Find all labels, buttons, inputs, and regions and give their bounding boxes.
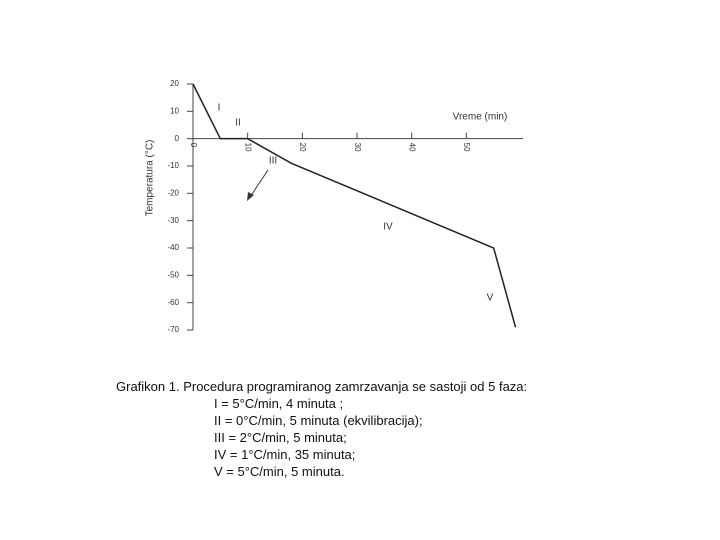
phase-label: V [487, 293, 494, 304]
y-tick-label: -40 [167, 243, 179, 252]
y-tick-label: 0 [175, 134, 180, 143]
y-tick-label: 10 [170, 106, 179, 115]
caption: Grafikon 1. Procedura programiranog zamr… [116, 378, 527, 480]
x-tick-label: 0 [189, 143, 198, 148]
y-tick-label: -50 [167, 270, 179, 279]
y-tick-label: 20 [170, 79, 179, 88]
caption-line: I = 5°C/min, 4 minuta ; [214, 396, 344, 411]
y-tick-label: -10 [167, 161, 179, 170]
y-tick-label: -70 [167, 325, 179, 334]
y-axis-label: Temperatura (°C) [145, 140, 156, 217]
caption-title: Grafikon 1. Procedura programiranog zamr… [116, 379, 528, 394]
caption-line: V = 5°C/min, 5 minuta. [214, 464, 345, 479]
phase-label: IV [383, 222, 393, 233]
caption-line: II = 0°C/min, 5 minuta (ekvilibracija); [214, 413, 423, 428]
chart: Vreme (min) Temperatura (°C) 20 10 0 -10 -20… [145, 79, 523, 334]
temperature-line [192, 83, 517, 328]
x-tick-label: 20 [298, 143, 307, 152]
x-tick-label: 50 [462, 143, 471, 152]
y-tick-label: -30 [167, 216, 179, 225]
caption-line: III = 2°C/min, 5 minuta; [214, 430, 347, 445]
x-tick-label: 10 [244, 143, 253, 152]
caption-line: IV = 1°C/min, 35 minuta; [214, 447, 356, 462]
arrow-head [247, 192, 254, 201]
x-tick-label: 30 [353, 143, 362, 152]
phase-label: III [269, 156, 277, 167]
x-axis-label: Vreme (min) [453, 112, 508, 123]
phase-label: I [218, 103, 221, 114]
phase-label: II [235, 118, 241, 129]
arrow [249, 169, 269, 198]
y-tick-label: -60 [167, 298, 179, 307]
y-tick-label: -20 [167, 188, 179, 197]
x-tick-label: 40 [408, 143, 417, 152]
